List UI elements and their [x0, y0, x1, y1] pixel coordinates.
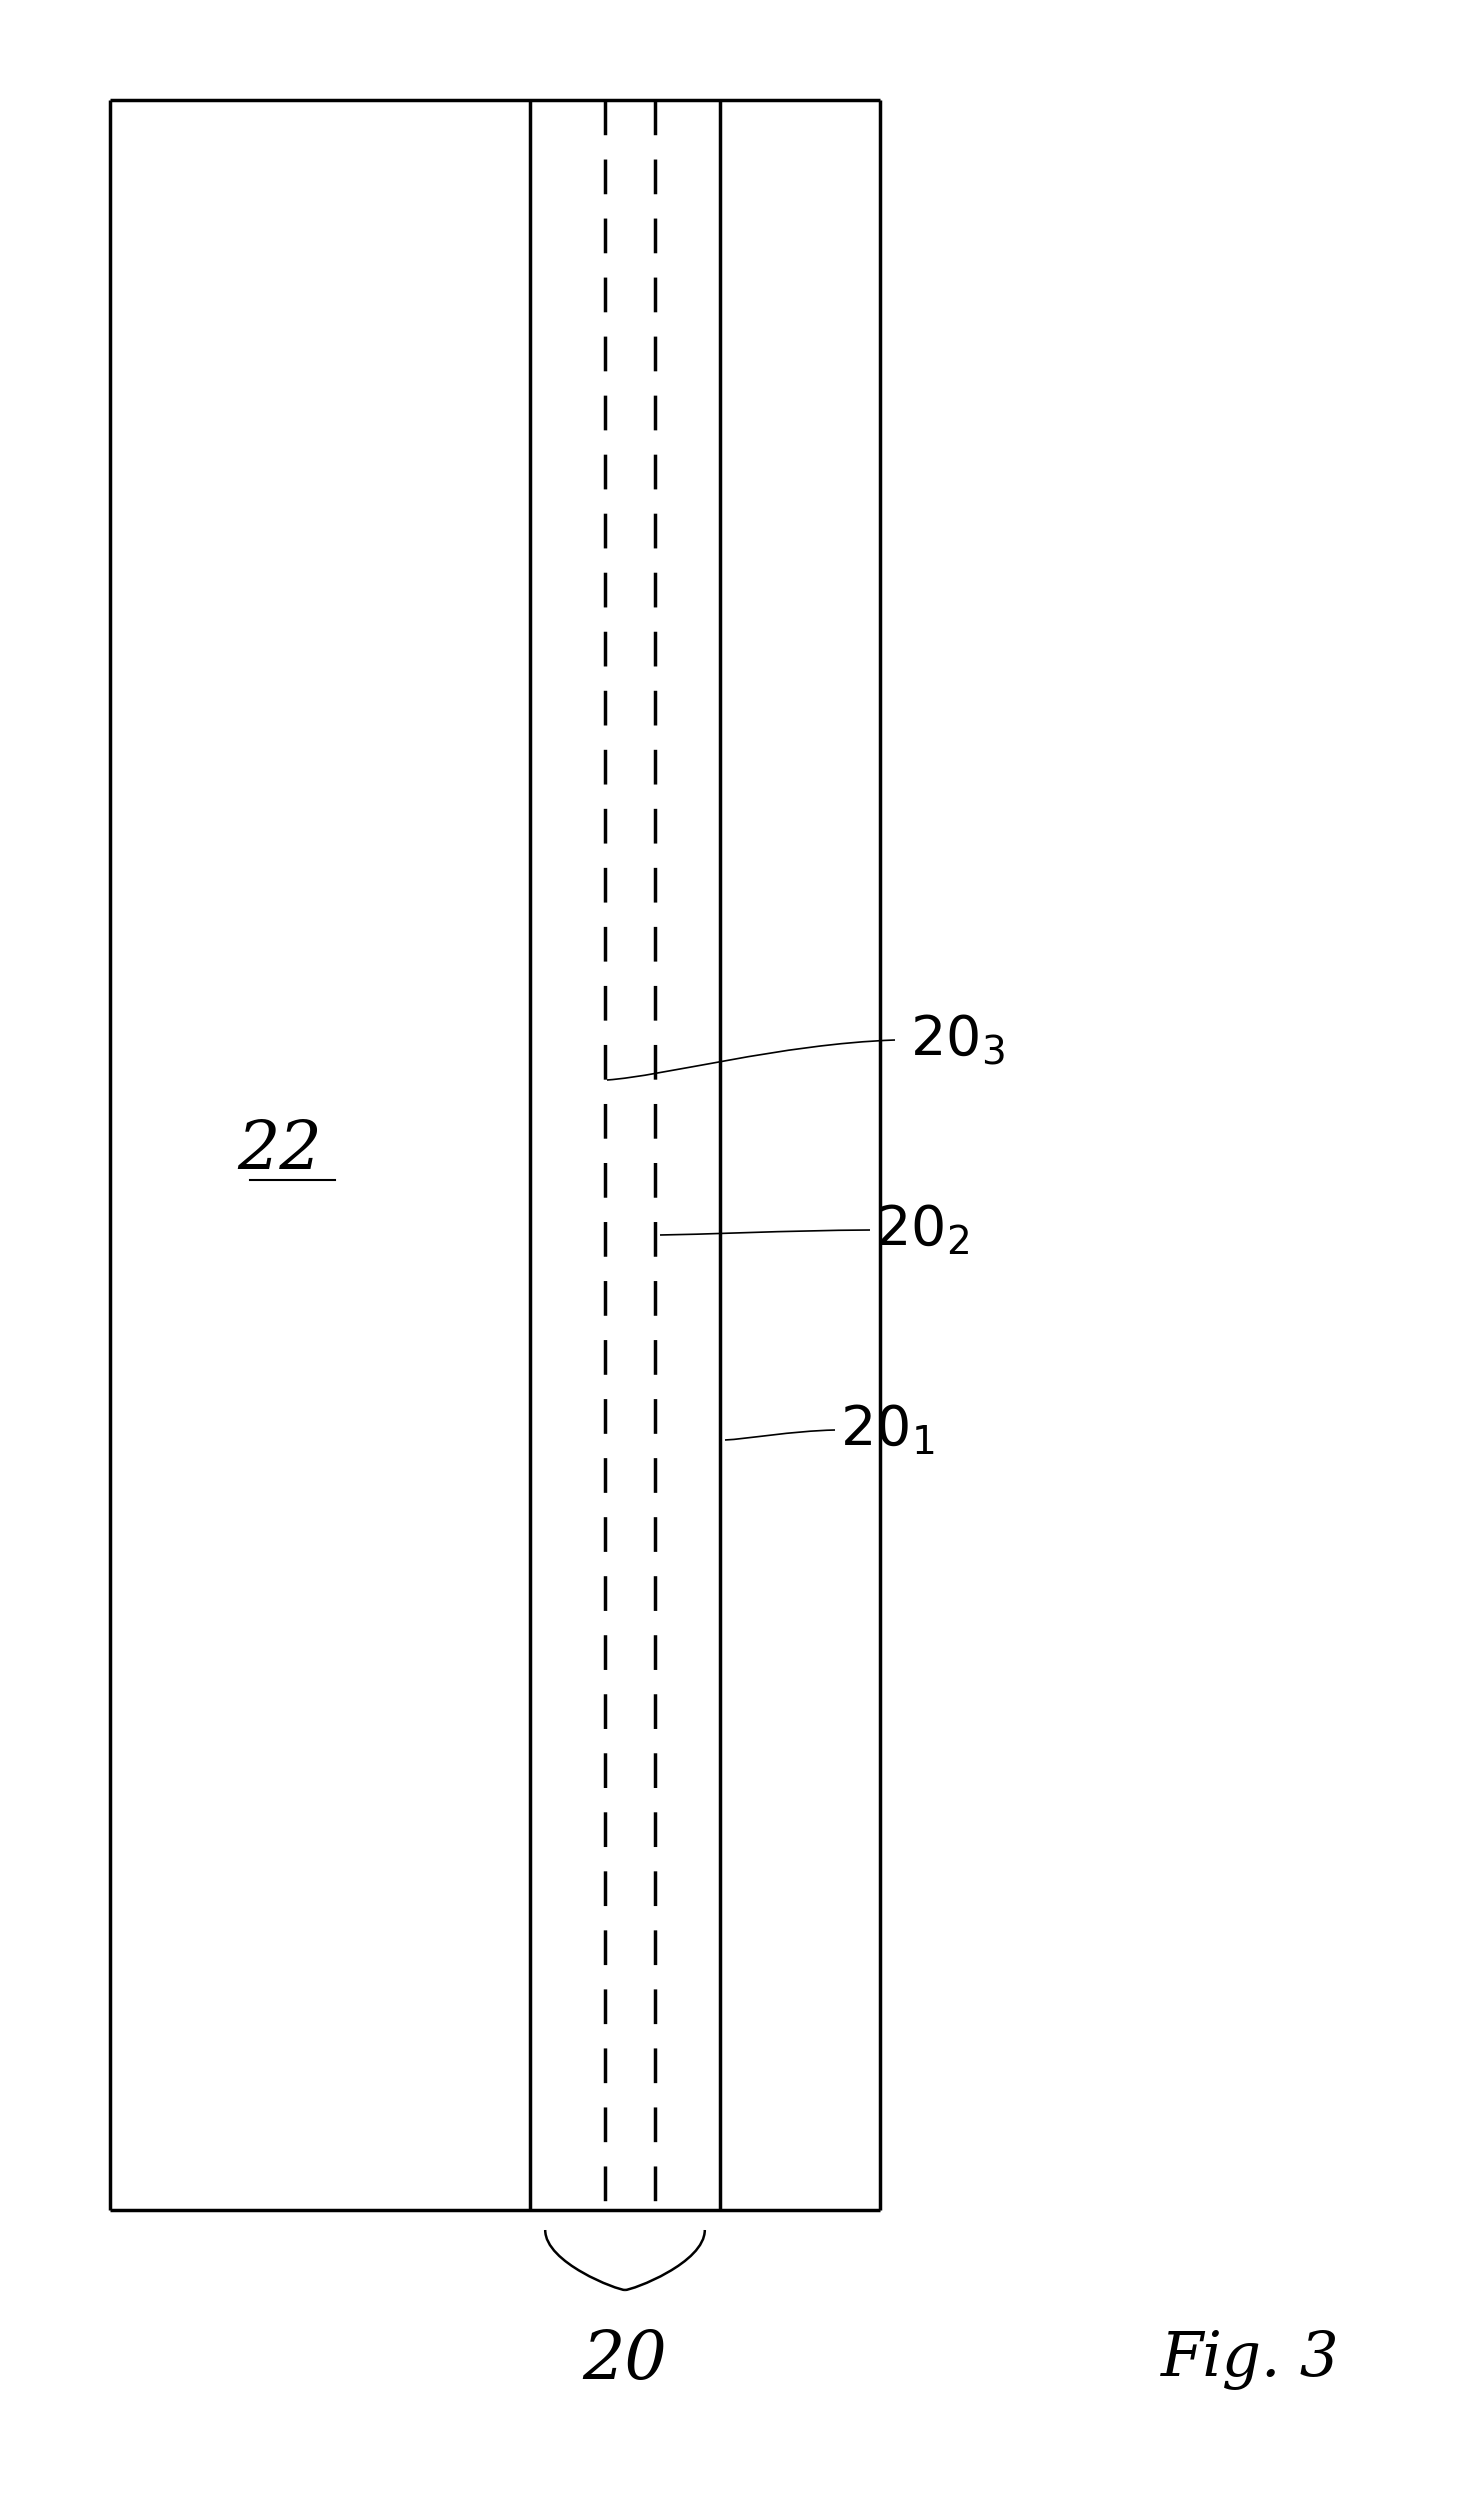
Text: $20_2$: $20_2$	[875, 1202, 969, 1257]
Text: 20: 20	[582, 2328, 667, 2393]
Text: $20_3$: $20_3$	[910, 1013, 1005, 1068]
Text: 22: 22	[238, 1116, 322, 1182]
Text: Fig. 3: Fig. 3	[1161, 2330, 1339, 2391]
Text: $20_1$: $20_1$	[839, 1403, 935, 1458]
